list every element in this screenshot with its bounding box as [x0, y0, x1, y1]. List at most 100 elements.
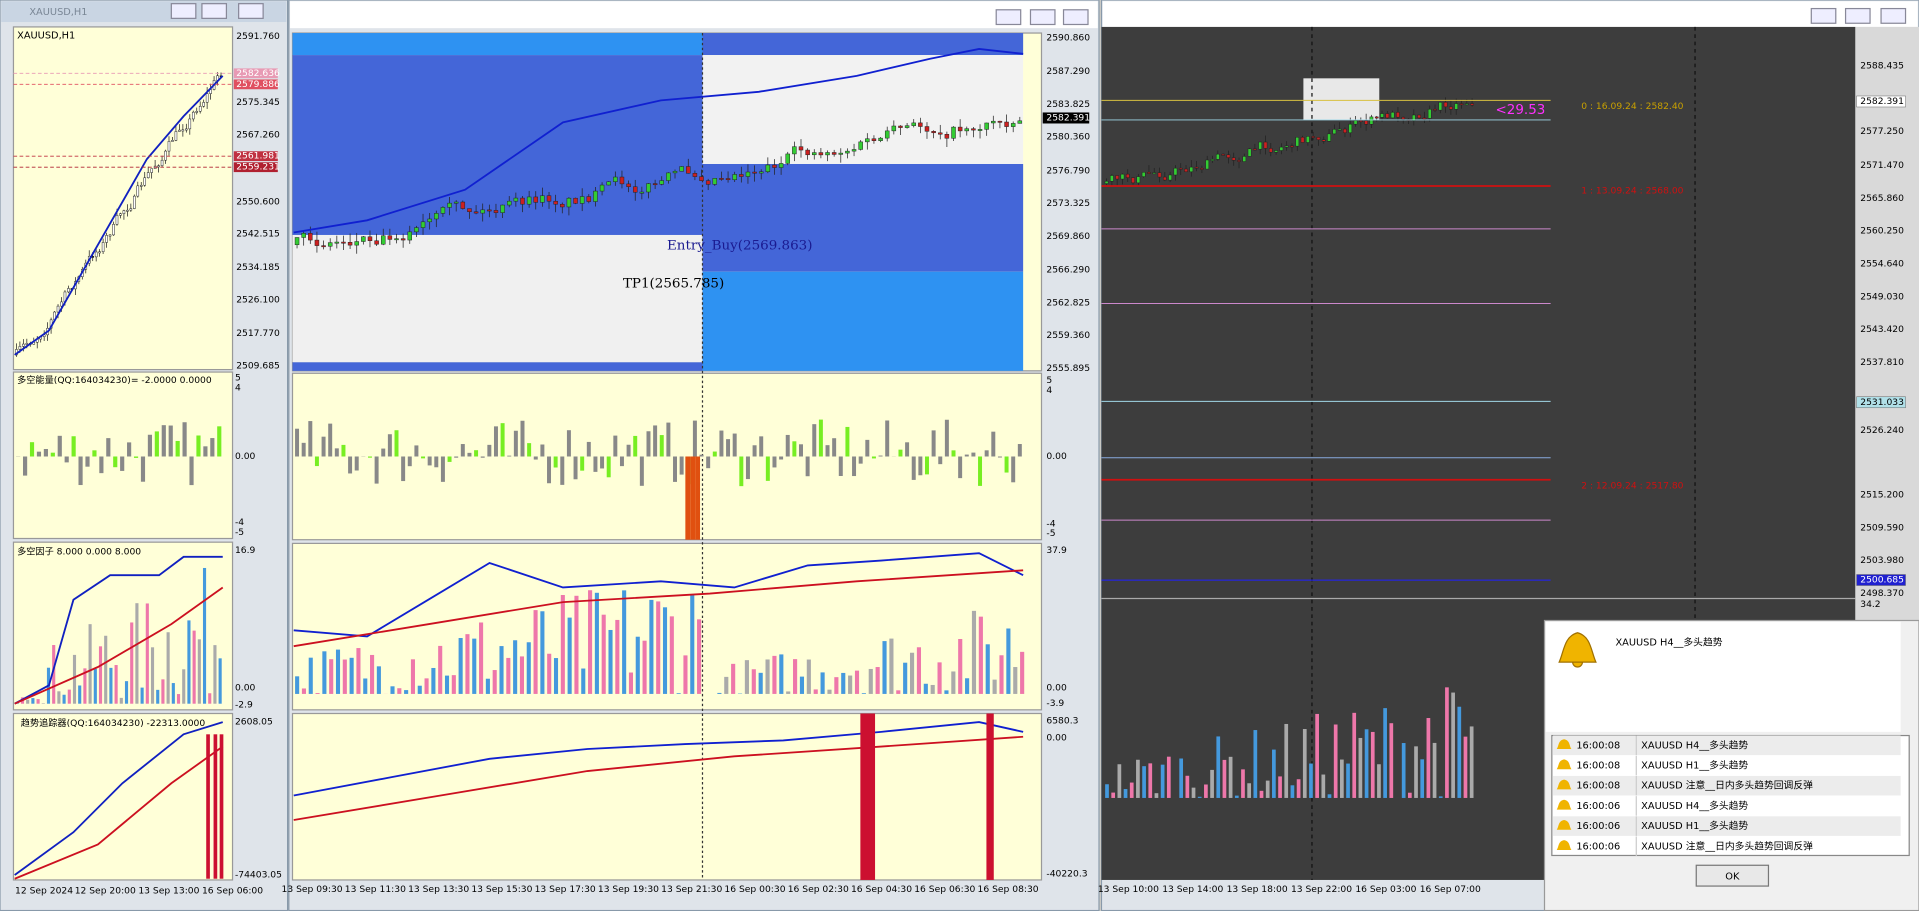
histogram-bar — [444, 675, 450, 694]
histogram-bar — [838, 456, 843, 477]
window-button[interactable] — [1062, 9, 1089, 26]
time-axis-label: 16 Sep 08:30 — [978, 884, 1039, 895]
candle-body — [1141, 172, 1146, 177]
histogram-bar — [1142, 766, 1146, 798]
histogram-bar — [57, 691, 61, 704]
alert-row[interactable] — [1553, 735, 1901, 756]
candle-body — [420, 221, 426, 228]
axis-label: 0.00 — [235, 451, 256, 462]
price-axis-label: 2537.810 — [1860, 357, 1904, 368]
candle-body — [150, 168, 153, 173]
current-price-label: 2582.391 — [1046, 112, 1090, 123]
candle-body — [56, 305, 60, 313]
histogram-bar — [825, 445, 830, 457]
window-button[interactable] — [201, 3, 228, 19]
histogram-bar — [140, 456, 146, 482]
alert-row[interactable] — [1553, 816, 1901, 836]
candle-body — [394, 238, 399, 241]
window-button[interactable] — [238, 3, 264, 19]
candle-body — [321, 245, 326, 248]
candle-body — [679, 166, 684, 172]
axis-label: 4 — [1046, 385, 1052, 396]
time-axis-label: 13 Sep 14:00 — [1162, 884, 1223, 895]
histogram-bar — [1148, 763, 1153, 798]
histogram-bar — [580, 456, 585, 471]
alert-message: XAUUSD 注意__日内多头趋势回调反弹 — [1641, 779, 1813, 792]
candle-body — [1321, 139, 1326, 142]
histogram-bar — [1006, 628, 1011, 694]
histogram-bar — [868, 668, 873, 694]
candle-body — [314, 239, 320, 246]
candle-body — [1290, 145, 1294, 148]
candle-body — [632, 186, 638, 193]
histogram-bar — [401, 456, 406, 482]
histogram-bar — [827, 689, 832, 694]
candle-body — [586, 196, 592, 202]
ok-button[interactable] — [1695, 864, 1770, 887]
time-axis-label: 16 Sep 00:30 — [724, 884, 785, 895]
indicator-line — [14, 586, 224, 705]
candle-body — [878, 137, 883, 141]
histogram-bar — [533, 456, 538, 460]
histogram-bar — [679, 456, 684, 475]
indicator-line — [293, 552, 1024, 638]
histogram-bar — [1309, 763, 1313, 798]
histogram-bar — [506, 657, 511, 694]
indicator-line — [14, 721, 224, 876]
histogram-bar — [424, 678, 429, 694]
candle-body — [1433, 108, 1437, 111]
candle-body — [712, 178, 718, 185]
histogram-bar — [820, 672, 825, 694]
price-axis-label: 2534.185 — [236, 262, 280, 273]
histogram-bar — [147, 434, 153, 457]
ok-label[interactable]: OK — [1725, 871, 1740, 882]
window-button[interactable] — [1029, 9, 1056, 26]
window-button[interactable] — [170, 3, 197, 19]
window-button[interactable] — [995, 9, 1022, 26]
histogram-bar — [813, 689, 818, 694]
histogram-bar — [785, 434, 790, 457]
histogram-bar — [394, 430, 399, 457]
alert-row[interactable] — [1553, 775, 1901, 796]
histogram-bar — [566, 430, 571, 457]
row-bell — [1556, 799, 1572, 810]
candle-body — [971, 128, 976, 131]
price-axis-label: 2565.860 — [1860, 193, 1904, 204]
candle-body — [579, 196, 585, 204]
histogram-bar — [918, 456, 923, 476]
price-axis-label: 2526.240 — [1860, 425, 1904, 436]
candle-body — [1364, 120, 1368, 125]
candle-body — [964, 128, 970, 132]
histogram-bar — [397, 688, 402, 694]
signal-bar — [986, 713, 994, 880]
candle-body — [146, 172, 150, 179]
candle-body — [520, 197, 525, 205]
candle-body — [361, 236, 366, 242]
histogram-bar — [1129, 782, 1134, 798]
window-button[interactable] — [1880, 7, 1907, 24]
candle-body — [506, 200, 512, 206]
histogram-bar — [499, 646, 504, 694]
histogram-bar — [594, 592, 599, 694]
histogram-bar — [513, 640, 518, 694]
histogram-bar — [166, 632, 170, 704]
axis-label: 4 — [235, 382, 241, 393]
histogram-bar — [1370, 731, 1375, 798]
histogram-bar — [792, 441, 797, 457]
axis-label: 6580.3 — [1046, 715, 1078, 726]
candle-body — [1459, 103, 1464, 106]
histogram-bar — [526, 642, 531, 694]
window-button[interactable] — [1810, 7, 1837, 24]
histogram-bar — [951, 450, 956, 457]
histogram-bar — [99, 456, 104, 474]
signal-bar — [213, 734, 218, 879]
histogram-bar — [896, 690, 901, 694]
candle-body — [94, 251, 98, 258]
histogram-bar — [751, 669, 756, 694]
histogram-bar — [328, 423, 333, 457]
candle-body — [171, 140, 174, 142]
annotation: TP1(2565.785) — [623, 276, 724, 291]
window-button[interactable] — [1844, 7, 1871, 24]
histogram-bar — [633, 435, 638, 457]
time-axis-label: 16 Sep 06:30 — [914, 884, 975, 895]
